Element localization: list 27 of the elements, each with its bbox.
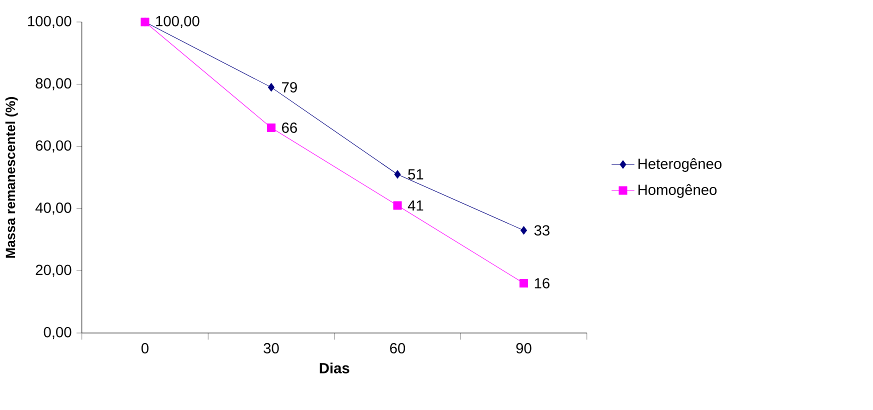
data-label: 33 (534, 225, 550, 236)
data-label: 51 (408, 169, 424, 180)
y-tick-label: 100,00 (28, 16, 72, 28)
data-label: 41 (408, 200, 424, 211)
y-tick-label: 20,00 (36, 264, 72, 277)
legend-label: Homogêneo (638, 184, 717, 198)
x-tick-label: 30 (264, 343, 279, 354)
y-tick-label: 80,00 (36, 78, 72, 90)
point (519, 278, 528, 288)
point (393, 201, 402, 210)
x-axis-title: Dias (320, 362, 350, 374)
point (520, 226, 528, 235)
x-tick-label: 90 (516, 343, 532, 354)
y-axis-title: Massa remanescentel (%) (5, 97, 18, 258)
point (268, 83, 275, 92)
data-label: 66 (282, 122, 297, 133)
y-tick-label: 40,00 (35, 202, 72, 215)
data-label: 100,00 (156, 16, 200, 28)
data-label: 16 (534, 278, 550, 288)
data-label: 79 (282, 82, 297, 92)
y-tick-label: 60,00 (36, 140, 72, 152)
point (266, 123, 276, 132)
point (394, 170, 401, 179)
x-tick-label: 0 (141, 343, 148, 354)
y-tick-label: 0,00 (44, 326, 72, 340)
x-tick-label: 60 (390, 343, 406, 354)
legend-label: Heterogêneo (638, 158, 722, 172)
